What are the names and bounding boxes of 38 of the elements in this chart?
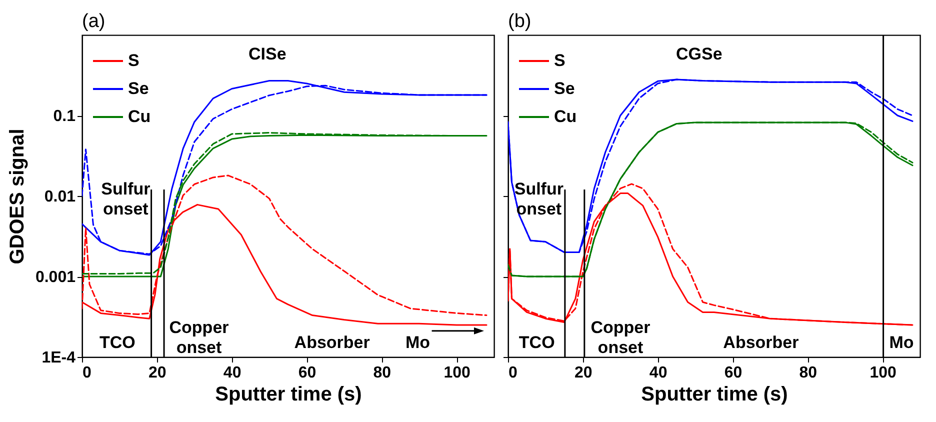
annotation: CGSe <box>676 44 722 64</box>
legend-label: Cu <box>554 107 577 126</box>
legend-label: Se <box>554 79 575 98</box>
x-tick-label: 40 <box>223 364 242 382</box>
y-tick-label: 0.001 <box>35 269 76 286</box>
annotation: TCO <box>518 332 555 352</box>
legend-label: S <box>128 51 140 70</box>
annotation: Copper onset <box>169 318 230 358</box>
x-tick-label: 40 <box>649 364 668 382</box>
x-axis-title: Sputter time (s) <box>215 384 362 406</box>
y-tick-label: 1E-4 <box>42 350 76 366</box>
x-tick-label: 20 <box>574 364 592 382</box>
x-tick-label: 80 <box>373 364 392 382</box>
y-tick-label: 0.1 <box>53 108 76 125</box>
annotation: Sulfur onset <box>101 180 151 219</box>
annotation: Mo <box>889 332 914 352</box>
annotation: Absorber <box>294 332 370 352</box>
legend-label: Se <box>128 79 149 98</box>
chart-title: (a) <box>82 11 106 32</box>
x-tick-label: 100 <box>870 364 896 382</box>
x-tick-label: 20 <box>148 364 166 382</box>
x-tick-label: 60 <box>724 364 742 382</box>
x-tick-label: 100 <box>444 364 470 382</box>
legend-label: Cu <box>128 107 151 126</box>
x-tick-label: 0 <box>508 364 518 382</box>
annotation: TCO <box>99 332 136 352</box>
y-axis-title: GDOES signal <box>6 128 28 264</box>
annotation: Absorber <box>723 332 800 352</box>
x-tick-label: 0 <box>82 364 92 382</box>
annotation: Mo <box>406 332 430 352</box>
y-tick-label: 0.01 <box>44 188 76 206</box>
x-tick-label: 60 <box>298 364 316 382</box>
annotation: Copper onset <box>590 318 651 358</box>
annotation: CISe <box>248 44 286 64</box>
x-axis-title: Sputter time (s) <box>641 384 788 406</box>
chart-title: (b) <box>508 11 532 32</box>
x-tick-label: 80 <box>799 364 818 382</box>
legend-label: S <box>554 51 566 70</box>
